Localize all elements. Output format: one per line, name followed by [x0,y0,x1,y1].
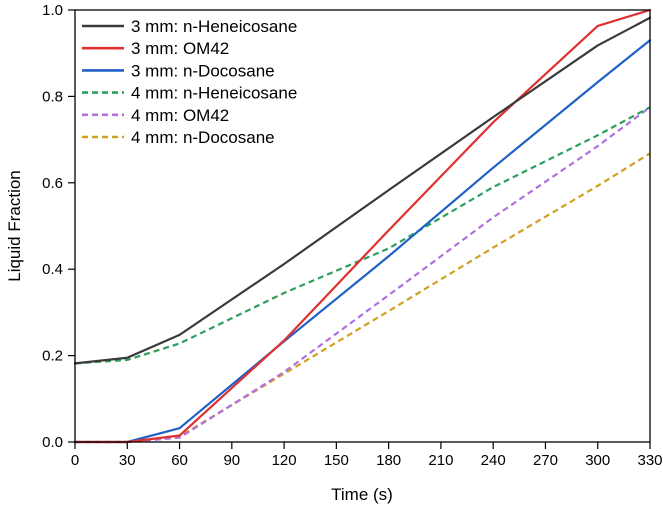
x-tick-label: 90 [223,452,240,469]
x-tick-label: 180 [376,452,401,469]
legend-label: 4 mm: n-Heneicosane [131,84,297,103]
y-tick-label: 1.0 [42,2,63,19]
x-tick-label: 30 [119,452,136,469]
series-line-4-mm-om42 [75,106,651,444]
x-tick-label: 0 [71,452,79,469]
y-tick-label: 0.2 [42,348,63,365]
axis-layer: 0 30 60 90 120 150 180 210 240 270 300 330 0.0 0.2 0.4… [42,2,662,469]
x-tick-label: 210 [428,452,453,469]
x-axis-title: Time (s) [331,485,393,504]
y-tick-label: 0.6 [42,175,63,192]
y-axis-title: Liquid Fraction [5,170,24,282]
series-line-3-mm-n-docosane [73,39,652,444]
y-tick-label: 0.4 [42,261,63,278]
legend-label: 3 mm: n-Heneicosane [131,17,297,36]
x-tick-label: 300 [585,452,610,469]
x-tick-label: 270 [533,452,558,469]
series-line-4-mm-n-docosane [75,152,651,444]
legend-label: 4 mm: n-Docosane [131,128,275,147]
legend-label: 4 mm: OM42 [131,106,229,125]
legend-label: 3 mm: n-Docosane [131,61,275,80]
legend: 3 mm: n-Heneicosane 3 mm: OM42 3 mm: n-Doc… [82,17,297,147]
x-tick-label: 120 [272,452,297,469]
plot-frame [74,9,651,443]
y-tick-label: 0.8 [42,88,63,105]
series-line-3-mm-n-heneicosane [73,16,652,365]
y-tick-label: 0.0 [42,434,63,451]
series-layer [73,8,652,444]
x-tick-label: 240 [481,452,506,469]
x-tick-label: 60 [171,452,188,469]
x-tick-label: 150 [324,452,349,469]
series-line-4-mm-n-heneicosane [74,106,651,365]
legend-label: 3 mm: OM42 [131,39,229,58]
series-line-3-mm-om42 [73,8,652,444]
x-tick-label: 330 [637,452,662,469]
